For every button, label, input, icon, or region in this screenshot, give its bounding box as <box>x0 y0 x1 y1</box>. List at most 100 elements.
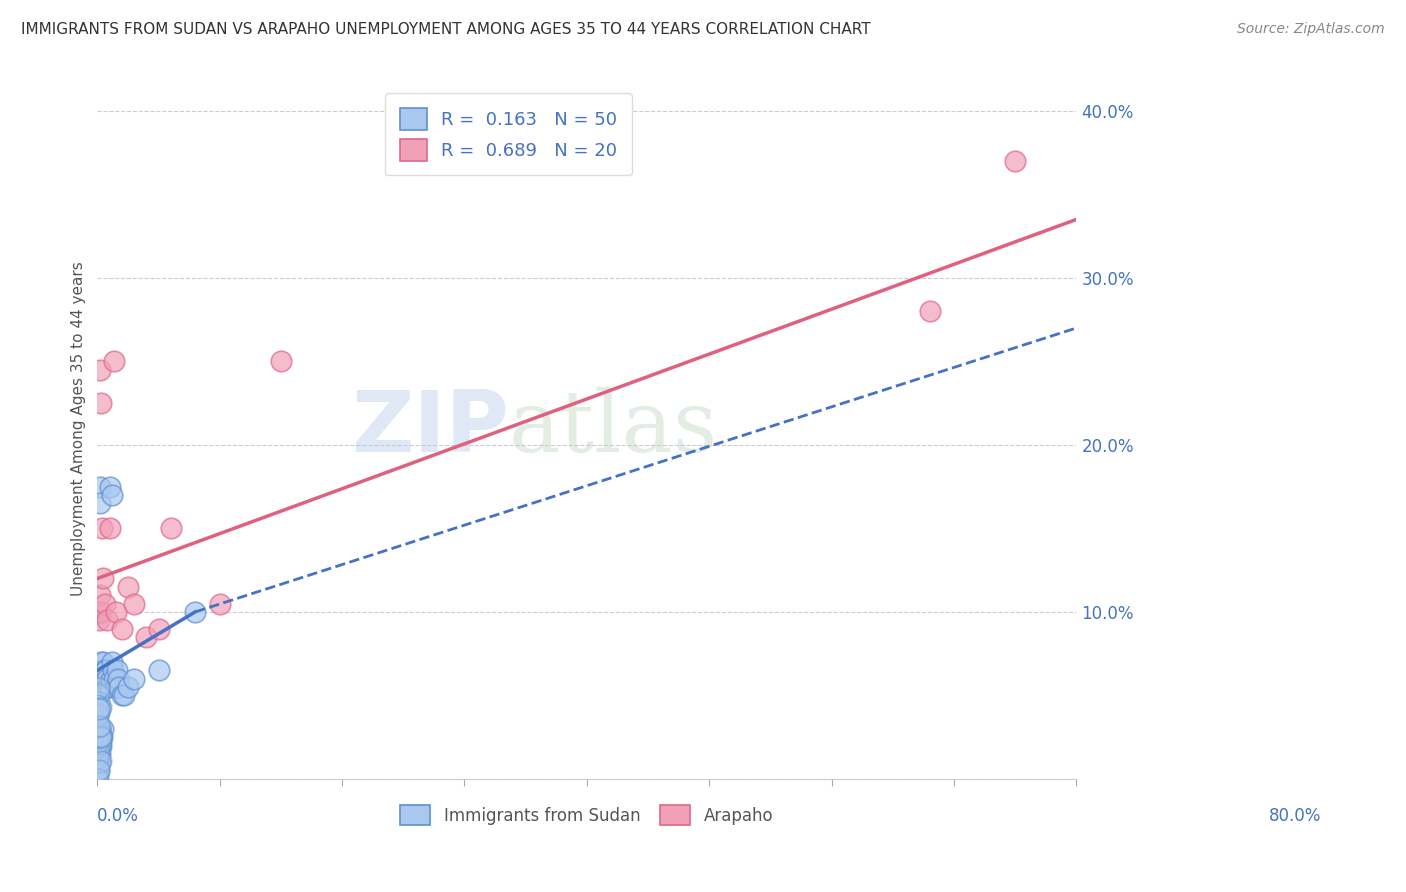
Point <box>89 726 111 740</box>
Point <box>1004 153 1026 168</box>
Point <box>184 605 207 619</box>
Point <box>93 572 115 586</box>
Text: ZIP: ZIP <box>352 386 509 470</box>
Point <box>90 730 112 744</box>
Point <box>89 719 111 733</box>
Point <box>98 480 121 494</box>
Point <box>89 763 111 777</box>
Point <box>89 496 111 510</box>
Point <box>87 702 110 716</box>
Point <box>89 688 111 702</box>
Point <box>122 672 145 686</box>
Point <box>87 706 110 720</box>
Point <box>112 689 135 703</box>
Point <box>159 521 181 535</box>
Point <box>86 605 108 619</box>
Point <box>148 664 170 678</box>
Point <box>86 739 108 753</box>
Point <box>86 756 108 770</box>
Point <box>101 655 124 669</box>
Point <box>108 680 131 694</box>
Point <box>117 580 139 594</box>
Point <box>104 605 127 619</box>
Point <box>87 764 110 778</box>
Text: 80.0%: 80.0% <box>1268 807 1322 825</box>
Text: Source: ZipAtlas.com: Source: ZipAtlas.com <box>1237 22 1385 37</box>
Point <box>91 730 114 744</box>
Point <box>86 764 108 778</box>
Point <box>86 764 108 778</box>
Point <box>87 726 110 740</box>
Point <box>117 680 139 694</box>
Point <box>270 354 292 368</box>
Point <box>89 695 111 709</box>
Point <box>86 740 108 755</box>
Point <box>105 664 128 678</box>
Point <box>87 739 110 753</box>
Point <box>89 588 111 602</box>
Point <box>90 729 112 743</box>
Point <box>97 680 120 694</box>
Point <box>87 681 110 695</box>
Legend: Immigrants from Sudan, Arapaho: Immigrants from Sudan, Arapaho <box>392 797 782 834</box>
Point <box>87 708 110 723</box>
Point <box>87 722 110 736</box>
Point <box>91 664 114 678</box>
Point <box>103 664 125 678</box>
Point <box>96 672 118 686</box>
Point <box>93 655 115 669</box>
Point <box>87 714 110 729</box>
Point <box>104 680 127 694</box>
Point <box>86 735 108 749</box>
Point <box>111 689 134 703</box>
Point <box>86 747 108 761</box>
Point <box>100 672 122 686</box>
Point <box>103 354 125 368</box>
Point <box>89 672 111 686</box>
Point <box>86 730 108 744</box>
Point <box>90 605 112 619</box>
Point <box>89 747 111 761</box>
Point <box>91 521 114 535</box>
Point <box>93 672 115 686</box>
Point <box>86 698 108 712</box>
Point <box>89 739 111 753</box>
Point <box>86 751 108 765</box>
Point <box>90 735 112 749</box>
Point <box>90 699 112 714</box>
Point <box>89 701 111 715</box>
Point <box>103 672 125 686</box>
Point <box>86 722 108 736</box>
Point <box>90 739 112 753</box>
Y-axis label: Unemployment Among Ages 35 to 44 years: Unemployment Among Ages 35 to 44 years <box>72 260 86 596</box>
Point <box>86 756 108 770</box>
Point <box>107 672 129 686</box>
Point <box>122 597 145 611</box>
Point <box>918 304 941 318</box>
Point <box>87 613 110 627</box>
Point <box>208 597 231 611</box>
Point <box>90 396 112 410</box>
Point <box>90 754 112 768</box>
Point <box>89 362 111 376</box>
Point <box>89 723 111 737</box>
Point <box>98 521 121 535</box>
Point <box>87 730 110 744</box>
Point <box>87 731 110 745</box>
Point <box>148 622 170 636</box>
Point <box>89 737 111 751</box>
Point <box>86 772 108 786</box>
Point <box>93 722 115 736</box>
Point <box>86 714 108 728</box>
Point <box>89 756 111 770</box>
Point <box>101 488 124 502</box>
Point <box>87 772 110 786</box>
Point <box>94 672 117 686</box>
Point <box>86 747 108 761</box>
Text: atlas: atlas <box>509 386 717 470</box>
Point <box>87 756 110 770</box>
Point <box>89 480 111 494</box>
Point <box>86 772 108 786</box>
Point <box>96 613 118 627</box>
Point <box>87 747 110 761</box>
